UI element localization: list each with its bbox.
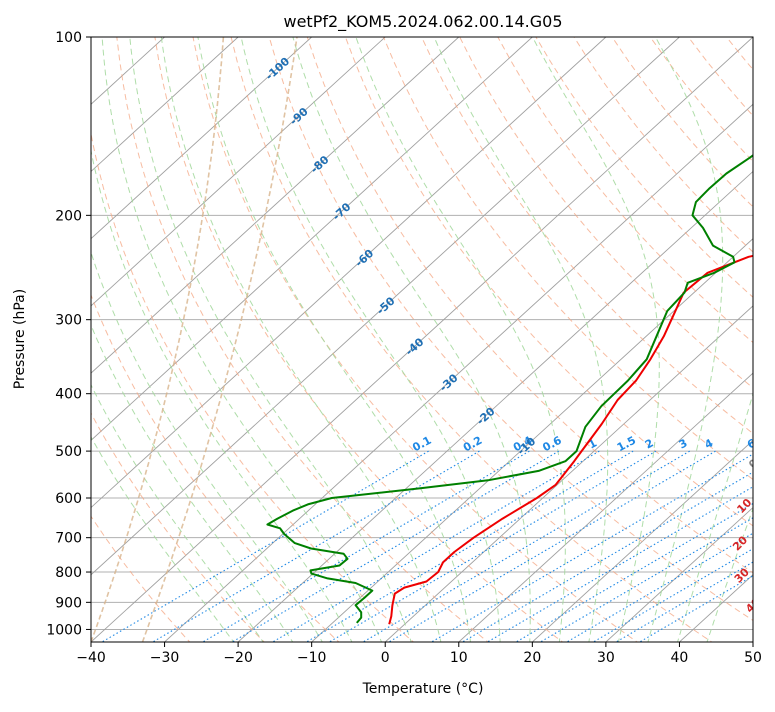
- x-tick-label: 20: [523, 650, 541, 666]
- y-tick-label: 800: [55, 565, 82, 581]
- x-tick-label: −20: [223, 650, 253, 666]
- y-tick-label: 600: [55, 491, 82, 507]
- x-tick-label: −40: [76, 650, 106, 666]
- y-tick-label: 300: [55, 313, 82, 329]
- x-tick-label: 50: [744, 650, 762, 666]
- x-tick-label: −10: [297, 650, 327, 666]
- x-tick-label: 30: [597, 650, 615, 666]
- chart-title: wetPf2_KOM5.2024.062.00.14.G05: [283, 12, 562, 32]
- y-tick-label: 1000: [46, 622, 82, 638]
- y-tick-label: 200: [55, 208, 82, 224]
- x-tick-label: −30: [150, 650, 180, 666]
- y-tick-label: 500: [55, 444, 82, 460]
- x-tick-label: 40: [671, 650, 689, 666]
- y-tick-label: 700: [55, 531, 82, 547]
- x-tick-label: 10: [450, 650, 468, 666]
- y-tick-label: 400: [55, 387, 82, 403]
- x-axis-label: Temperature (°C): [362, 681, 484, 697]
- x-tick-label: 0: [381, 650, 390, 666]
- y-tick-label: 100: [55, 30, 82, 46]
- y-axis-label: Pressure (hPa): [12, 289, 28, 389]
- y-tick-label: 900: [55, 595, 82, 611]
